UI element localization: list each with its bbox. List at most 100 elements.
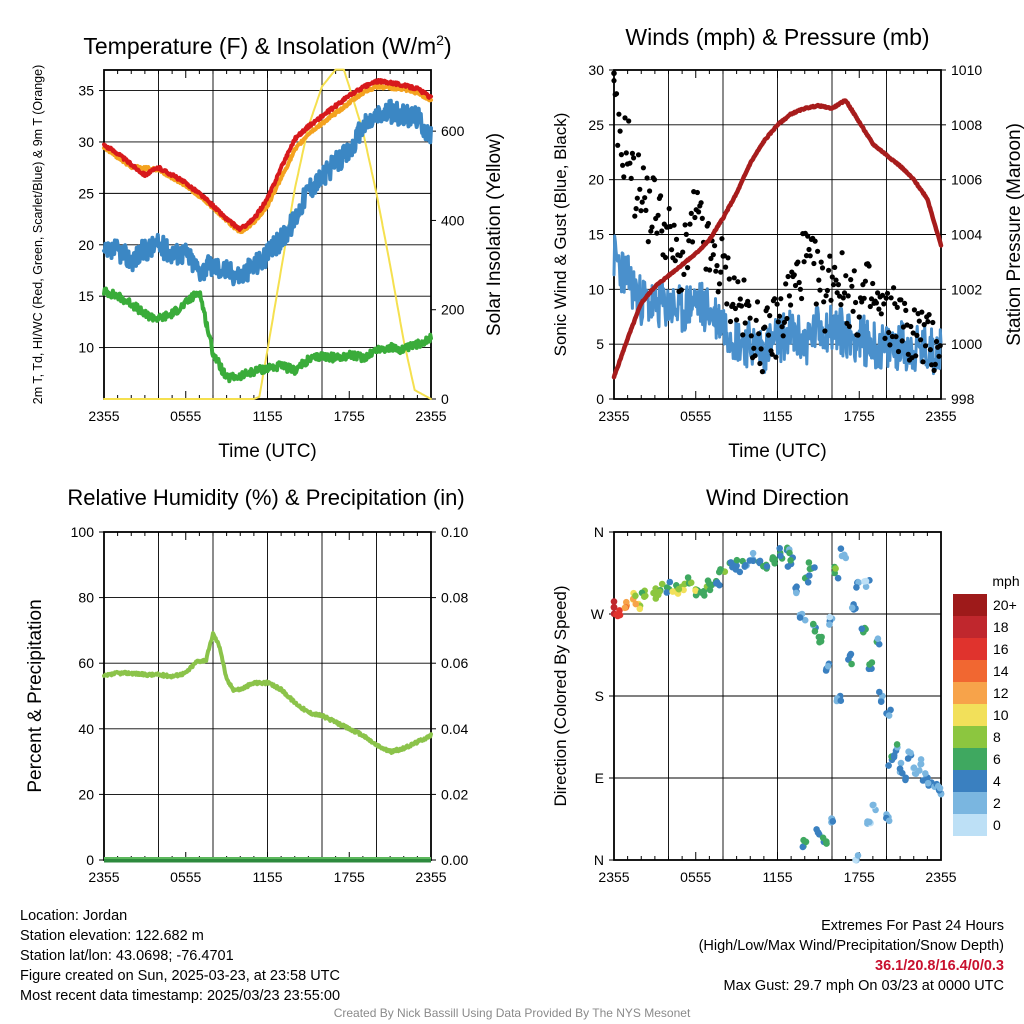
gust-point xyxy=(819,265,826,271)
gust-point xyxy=(833,277,839,283)
gust-point xyxy=(654,230,660,236)
wind-direction-point xyxy=(787,557,794,564)
humidity-ytick-right-label: 0.00 xyxy=(441,852,468,868)
gust-point xyxy=(662,254,669,261)
gust-point xyxy=(617,128,623,134)
wind-direction-point xyxy=(819,834,827,842)
gust-point xyxy=(642,195,648,201)
gust-point xyxy=(772,296,778,302)
gust-point xyxy=(835,282,842,288)
gust-point xyxy=(781,319,788,325)
winds-ytick-label: 30 xyxy=(588,62,604,78)
credit-line: Created By Nick Bassill Using Data Provi… xyxy=(333,1006,691,1020)
wind-direction-ytick-label: E xyxy=(595,770,604,786)
sonic-wind-series xyxy=(612,234,943,376)
winds-ytick-label: 10 xyxy=(588,281,604,297)
gust-point xyxy=(647,188,653,194)
wind-direction-point xyxy=(919,777,927,784)
wind-direction-point xyxy=(806,572,813,579)
temperature-ytick-label: 10 xyxy=(78,340,94,356)
wind-direction-point xyxy=(922,770,929,777)
gust-point xyxy=(811,260,817,267)
gust-point xyxy=(773,354,779,360)
wind-direction-point xyxy=(837,697,845,704)
gust-point xyxy=(783,281,789,287)
gust-point xyxy=(921,322,927,328)
humidity-ytick-label: 100 xyxy=(71,524,95,540)
gust-point xyxy=(937,343,943,349)
insolation-series xyxy=(103,68,432,400)
wind-direction-point xyxy=(890,752,898,759)
gust-point xyxy=(895,348,902,355)
temperature-xtick-label: 1155 xyxy=(252,408,282,424)
gust-point xyxy=(708,255,714,262)
wind-direction-point xyxy=(826,621,833,628)
gust-point xyxy=(758,346,764,352)
gust-point xyxy=(780,333,786,339)
wind-direction-point xyxy=(733,556,741,564)
gust-point xyxy=(774,301,780,307)
wind-direction-xtick-label: 1155 xyxy=(762,869,792,885)
gust-point xyxy=(892,301,898,307)
wind-direction-point xyxy=(801,616,809,624)
temperature-ytick-right-label: 600 xyxy=(441,123,465,139)
gust-point xyxy=(850,308,856,314)
gust-point xyxy=(932,361,938,367)
wind-direction-point xyxy=(893,741,901,748)
humidity-series xyxy=(102,631,433,755)
wind-direction-point xyxy=(713,579,721,586)
wind-direction-ytick-label: S xyxy=(595,688,604,704)
gust-point xyxy=(639,199,645,205)
gust-point xyxy=(673,236,680,242)
wind-direction-point xyxy=(874,635,882,642)
gust-point xyxy=(715,289,721,295)
winds-ytick-label: 20 xyxy=(588,172,604,188)
extremes-values: 36.1/20.8/16.4/0/0.3 xyxy=(875,958,1004,974)
gust-point xyxy=(767,313,773,319)
temperature-ytick-right-label: 400 xyxy=(441,212,465,228)
gust-point xyxy=(707,267,713,273)
gust-point xyxy=(627,160,633,166)
winds-ylabel-left: Sonic Wind & Gust (Blue, Black) xyxy=(551,113,570,357)
gust-point xyxy=(775,319,781,325)
gust-point xyxy=(926,312,932,318)
gust-point xyxy=(626,118,632,124)
speed-legend-swatch xyxy=(953,660,987,682)
gust-point xyxy=(752,353,758,359)
wind-direction-point xyxy=(837,545,845,552)
gust-point xyxy=(724,301,730,307)
temperature-ytick-right-label: 200 xyxy=(441,302,465,318)
winds-ytick-right-label: 1004 xyxy=(951,227,982,243)
wind-direction-point xyxy=(701,592,708,599)
speed-legend: mph 20+ 18 16 14 12 10 8 6 4 2 0 xyxy=(953,573,1020,836)
gust-point xyxy=(648,228,654,234)
speed-legend-swatch xyxy=(953,682,987,704)
wind-direction-point xyxy=(666,578,674,586)
wind-direction-point xyxy=(675,585,683,593)
wind-direction-point xyxy=(917,756,925,763)
wind-direction-point xyxy=(749,557,757,565)
gust-point xyxy=(778,296,784,302)
gust-point xyxy=(635,152,642,158)
temperature-ytick-label: 35 xyxy=(78,83,94,99)
gust-point xyxy=(746,302,752,309)
wind-direction-point xyxy=(877,698,885,705)
gust-point xyxy=(678,287,685,293)
gust-point xyxy=(611,70,617,77)
winds-ytick-label: 0 xyxy=(596,391,604,407)
temperature-panel: 2355 0555 1155 1755 2355 10 15 20 25 30 35 0 200 400 6… xyxy=(31,32,505,462)
temperature-ylabel-right: Solar Insolation (Yellow) xyxy=(484,133,505,336)
gust-point xyxy=(672,258,678,264)
gust-point xyxy=(737,296,743,302)
gust-point xyxy=(887,342,893,348)
gust-point xyxy=(628,175,634,181)
speed-legend-label: 2 xyxy=(993,795,1001,811)
gust-point xyxy=(867,303,873,310)
wind-direction-point xyxy=(823,840,830,847)
gust-point xyxy=(671,222,677,228)
wind-direction-axes-frame xyxy=(613,531,942,861)
gust-point xyxy=(882,335,888,341)
speed-legend-swatch xyxy=(953,770,987,792)
wind-direction-point xyxy=(826,613,833,621)
gust-point xyxy=(632,213,638,219)
